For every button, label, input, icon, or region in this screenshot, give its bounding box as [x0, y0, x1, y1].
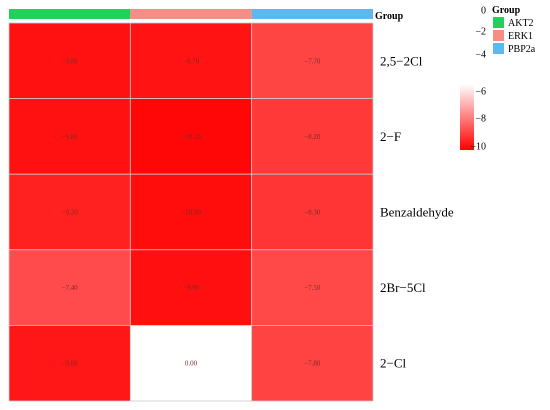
- heatmap-cell: [251, 22, 374, 99]
- color-scale-legend: 0 −2 −4 −6 −8 −10: [460, 6, 486, 153]
- row-labels: 2,5−2Cl 2−F Benzaldehyde 2Br−5Cl 2−Cl: [380, 53, 454, 370]
- heatmap-cell: [129, 173, 253, 251]
- legend-swatch-pbp2a: [493, 43, 504, 54]
- color-scale-tick: −10: [470, 142, 486, 153]
- cell-value-label: −7.50: [304, 284, 321, 292]
- heatmap-cell: [8, 22, 131, 99]
- heatmap-cell: [8, 324, 131, 402]
- cell-value-label: −9.80: [62, 57, 79, 65]
- heatmap-cell: [251, 98, 374, 175]
- heatmap-cell: [8, 98, 131, 175]
- cell-value-label: −7.70: [304, 57, 321, 65]
- heatmap-cell: [251, 249, 374, 326]
- color-scale-tick: −4: [475, 50, 486, 61]
- heatmap-cell: [129, 324, 253, 402]
- row-label: 2Br−5Cl: [380, 280, 426, 295]
- group-annotation-bar: [9, 9, 373, 19]
- color-scale-tick: −8: [475, 114, 486, 125]
- legend-swatch-erk1: [493, 30, 504, 41]
- group-legend: Group AKT2 ERK1 PBP2a: [492, 5, 536, 55]
- color-scale-bar: [460, 84, 474, 150]
- cell-value-label: −9.20: [62, 209, 79, 217]
- cell-value-label: −7.80: [304, 360, 321, 368]
- legend-label-akt2: AKT2: [508, 18, 534, 29]
- annotation-erk1: [130, 9, 252, 19]
- group-annotation-title: Group: [375, 11, 404, 22]
- heatmap-cell: [251, 324, 374, 402]
- cell-value-label: −10.20: [181, 133, 201, 141]
- heatmap-cell: [129, 98, 253, 175]
- legend-label-pbp2a: PBP2a: [508, 44, 536, 55]
- heatmap-cells: −9.80 −9.70 −7.70 −9.80 −10.20 −8.20 −9.20 −10.…: [8, 22, 374, 402]
- row-label: 2,5−2Cl: [380, 53, 423, 68]
- cell-value-label: −10.00: [181, 209, 201, 217]
- heatmap-cell: [129, 22, 253, 99]
- annotation-akt2: [9, 9, 131, 19]
- legend-label-erk1: ERK1: [508, 31, 533, 42]
- heatmap-cell: [8, 249, 131, 326]
- legend-swatch-akt2: [493, 17, 504, 28]
- annotation-pbp2a: [251, 9, 373, 19]
- cell-value-label: −8.20: [304, 133, 321, 141]
- cell-value-label: −9.80: [62, 133, 79, 141]
- color-scale-tick: 0: [481, 6, 486, 17]
- color-scale-tick: −2: [475, 27, 486, 38]
- color-scale-tick: −6: [475, 87, 486, 98]
- row-label: Benzaldehyde: [380, 205, 454, 220]
- row-label: 2−F: [380, 129, 401, 144]
- cell-value-label: −7.40: [62, 284, 79, 292]
- cell-value-label: −9.90: [183, 284, 200, 292]
- cell-value-label: 0.00: [185, 360, 198, 368]
- row-label: 2−Cl: [380, 356, 407, 371]
- group-legend-title: Group: [492, 5, 521, 16]
- cell-value-label: −9.70: [183, 57, 200, 65]
- cell-value-label: −9.60: [62, 360, 79, 368]
- cell-value-label: −8.30: [304, 209, 321, 217]
